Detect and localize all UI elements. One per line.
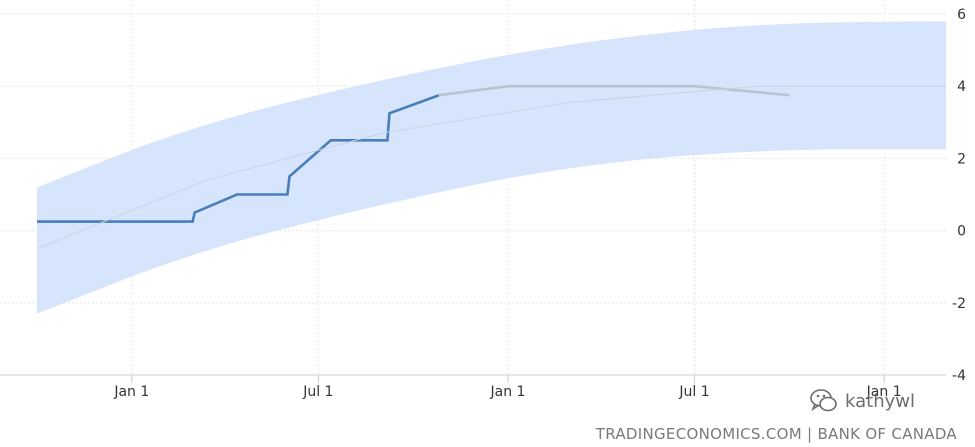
x-tick-label-0: Jan 1 xyxy=(113,384,149,400)
x-axis-ticks: Jan 1 Jul 1 Jan 1 Jul 1 Jan 1 xyxy=(0,374,946,400)
forecast-band xyxy=(37,21,946,314)
series-line-forecast xyxy=(438,84,790,97)
y-tick-label-2: 2 xyxy=(957,151,966,167)
y-tick-label-1: 4 xyxy=(957,79,966,95)
y-tick-label-5: -4 xyxy=(952,368,966,384)
y-axis-ticks: 6 4 2 0 -2 -4 xyxy=(952,7,966,384)
y-tick-label-4: -2 xyxy=(952,296,966,312)
x-tick-label-1: Jul 1 xyxy=(302,384,333,400)
series-line-trend xyxy=(36,85,946,250)
y-tick-label-0: 6 xyxy=(957,7,966,23)
y-tick-label-3: 0 xyxy=(957,224,966,240)
source-label: TRADINGECONOMICS.COM | BANK OF CANADA xyxy=(595,425,957,443)
confidence-band xyxy=(37,21,946,314)
series-line-step-line xyxy=(37,94,440,223)
watermark-text: kathywl xyxy=(845,390,915,412)
x-tick-label-3: Jul 1 xyxy=(678,384,709,400)
wechat-icon xyxy=(810,389,837,412)
watermark: kathywl xyxy=(809,386,915,416)
x-tick-label-2: Jan 1 xyxy=(490,384,526,400)
series-lines xyxy=(36,84,946,250)
x-tick-label-4: Jan 1 xyxy=(866,384,902,400)
